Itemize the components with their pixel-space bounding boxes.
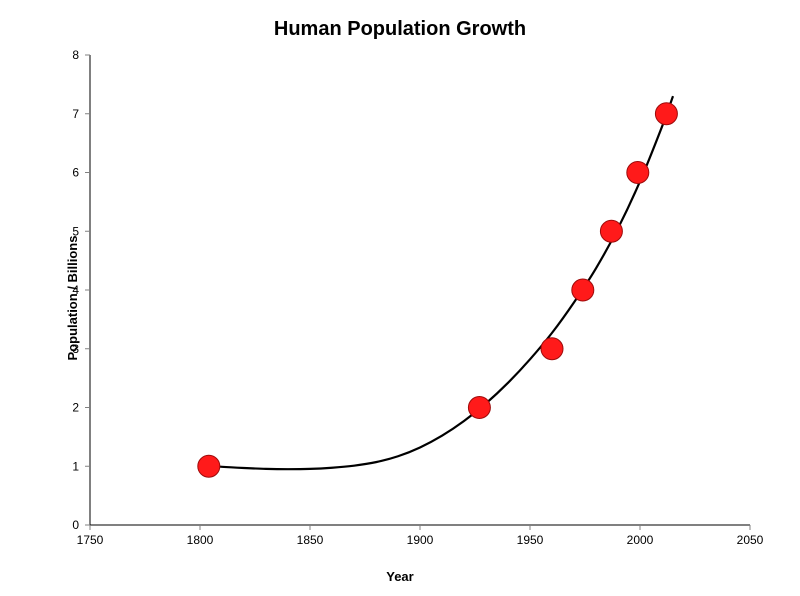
x-tick-label: 1950 xyxy=(517,533,544,547)
chart-container: Human Population Growth Population / Bil… xyxy=(0,0,800,596)
x-tick-label: 2000 xyxy=(627,533,654,547)
y-tick-label: 4 xyxy=(72,283,79,297)
chart-svg: 0 1 2 3 4 5 6 7 8 1750 1800 1850 1900 1950 2000 2050 xyxy=(0,0,800,596)
x-tick-label: 1850 xyxy=(297,533,324,547)
x-tick-label: 2050 xyxy=(737,533,764,547)
y-tick-label: 7 xyxy=(72,107,79,121)
y-tick-label: 6 xyxy=(72,166,79,180)
data-point xyxy=(600,220,622,242)
data-point xyxy=(541,338,563,360)
data-point xyxy=(198,455,220,477)
x-tick-label: 1900 xyxy=(407,533,434,547)
x-tick-label: 1800 xyxy=(187,533,214,547)
y-tick-label: 2 xyxy=(72,401,79,415)
x-tick-label: 1750 xyxy=(77,533,104,547)
y-tick-label: 1 xyxy=(72,459,79,473)
data-point xyxy=(655,103,677,125)
y-tick-label: 8 xyxy=(72,48,79,62)
data-point xyxy=(627,162,649,184)
trend-curve xyxy=(200,96,673,469)
y-tick-label: 0 xyxy=(72,518,79,532)
data-point xyxy=(572,279,594,301)
y-tick-label: 3 xyxy=(72,342,79,356)
data-point xyxy=(468,397,490,419)
y-tick-label: 5 xyxy=(72,224,79,238)
